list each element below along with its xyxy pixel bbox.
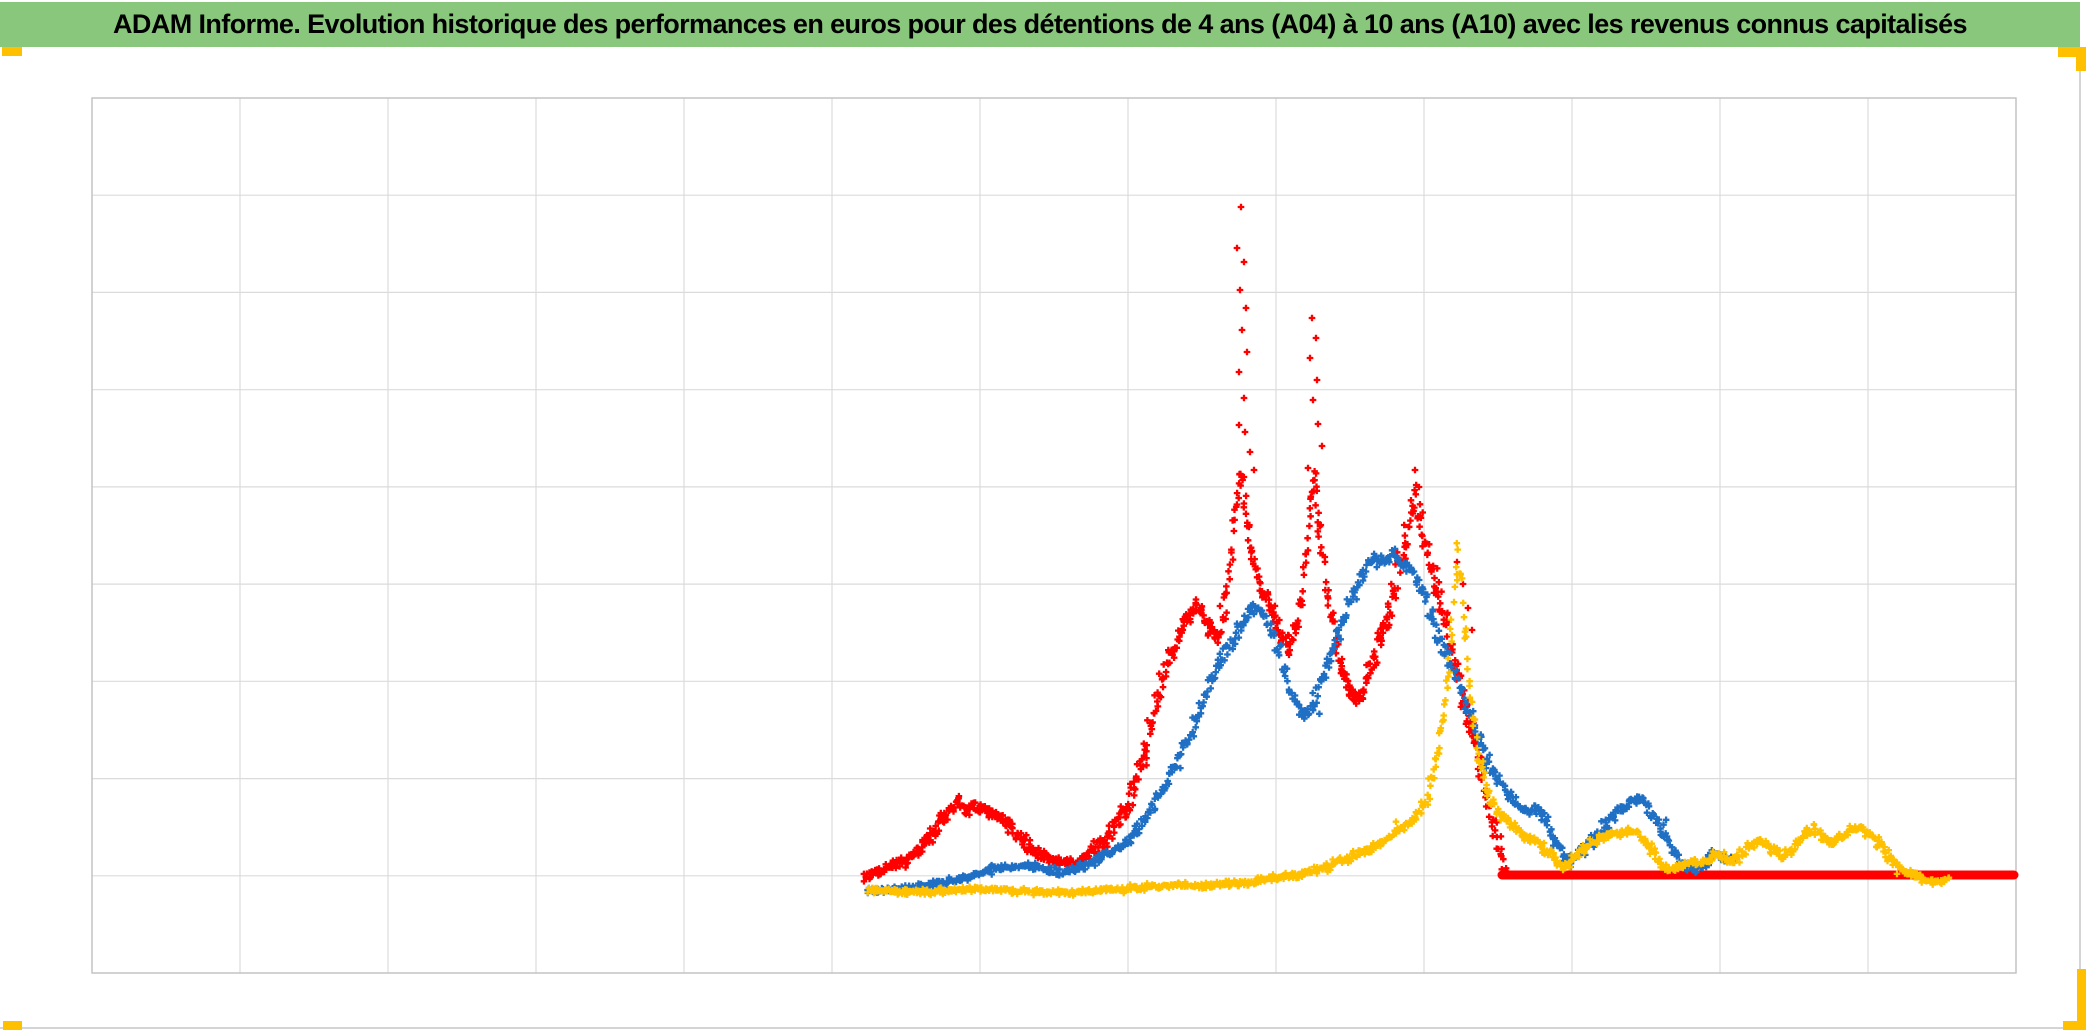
accent-top-right-bracket-v [2076,47,2086,71]
red-series-markers [860,203,1511,885]
plot-border [91,97,2017,974]
slide-right-edge [2079,47,2081,1028]
accent-bottom-right-bracket-h [2063,1021,2086,1030]
plot-background [92,98,2016,973]
slide-bottom-edge [0,1027,2080,1029]
accent-bottom-right-bracket-v [2077,969,2086,1030]
yellow-series-markers [864,539,1953,899]
accent-top-left-tab [2,47,22,56]
title-bar: ADAM Informe. Evolution historique des p… [0,2,2080,47]
accent-bottom-left-tab [3,1021,22,1030]
accent-top-right-bracket-h [2058,47,2086,57]
page-title: ADAM Informe. Evolution historique des p… [113,9,1968,39]
